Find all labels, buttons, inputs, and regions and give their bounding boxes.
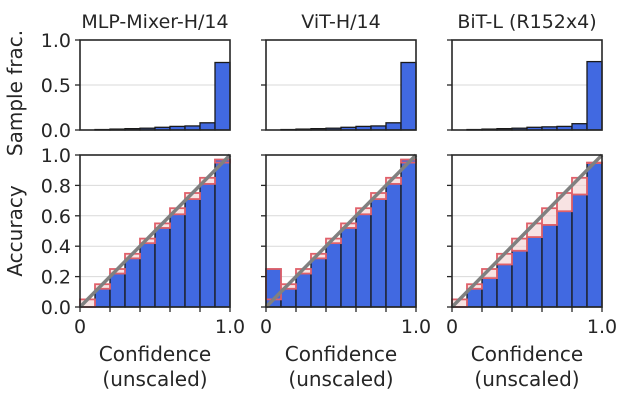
x-tick-label: 1.0 (401, 316, 431, 338)
accuracy-bar (496, 263, 513, 308)
accuracy-bar (124, 257, 141, 308)
y-tick-label: 0.0 (41, 297, 71, 319)
sample-frac-bar (199, 122, 216, 131)
panel-title: ViT-H/14 (301, 11, 380, 33)
sample-frac-panel (261, 39, 417, 131)
x-axis-label: Confidence (99, 342, 211, 366)
sample-frac-panel: 0.0 0.5 1.0 (41, 30, 231, 142)
accuracy-bar (139, 242, 156, 308)
y-tick-label: 0.5 (41, 75, 71, 97)
accuracy-bar (511, 250, 528, 308)
x-tick-label: 0 (74, 316, 86, 338)
y-axis-label-bottom: Accuracy (3, 185, 27, 276)
y-axis-label-top: Sample frac. (3, 30, 27, 156)
y-tick-label: 1.0 (41, 30, 71, 52)
x-axis-label: Confidence (285, 342, 397, 366)
accuracy-bar (370, 198, 387, 308)
sample-frac-bar (586, 60, 603, 131)
accuracy-panel: 0 1.0 (446, 153, 617, 338)
calibration-gap (571, 176, 588, 196)
calibration-gap (556, 192, 573, 213)
x-tick-label: 0 (260, 316, 272, 338)
sample-frac-bar (400, 61, 417, 131)
x-axis-label: Confidence (471, 342, 583, 366)
accuracy-bar (325, 242, 342, 308)
y-tick-label: 0.6 (41, 206, 71, 228)
accuracy-bar (214, 158, 231, 308)
y-tick-label: 0.2 (41, 267, 71, 289)
y-tick-label: 0.4 (41, 236, 71, 258)
accuracy-bar (385, 183, 402, 308)
accuracy-bar (109, 272, 126, 308)
perfect-calibration-line (264, 153, 418, 309)
panel-title: MLP-Mixer-H/14 (81, 11, 228, 33)
accuracy-bar (184, 198, 201, 308)
accuracy-bar (295, 272, 312, 308)
perfect-calibration-line (78, 153, 232, 309)
accuracy-bar (571, 193, 588, 308)
x-tick-label: 0 (446, 316, 458, 338)
sample-frac-bar (571, 123, 588, 131)
sample-frac-bar (214, 61, 231, 131)
accuracy-bar (556, 210, 573, 308)
accuracy-bar (199, 183, 216, 308)
accuracy-bar (340, 227, 357, 308)
accuracy-bar (169, 213, 186, 308)
accuracy-panel: 0 1.0 (260, 153, 431, 338)
x-axis-label-sub: (unscaled) (288, 367, 393, 391)
panel-title: BiT-L (R152x4) (457, 11, 596, 33)
perfect-calibration-line (450, 153, 604, 309)
accuracy-bar (154, 227, 171, 308)
calibration-gap (541, 207, 558, 226)
sample-frac-bar (385, 122, 402, 131)
accuracy-bar (400, 158, 417, 308)
x-tick-label: 1.0 (215, 316, 245, 338)
axes-frame (79, 154, 231, 308)
accuracy-bar (481, 277, 498, 308)
axes-frame (265, 154, 417, 308)
x-axis-label-sub: (unscaled) (474, 367, 579, 391)
accuracy-bar (526, 236, 543, 308)
accuracy-bar (586, 161, 603, 308)
sample-frac-panel (447, 39, 603, 131)
axes-frame (451, 154, 603, 308)
accuracy-panel: 0.0 0.2 0.4 0.6 0.8 1.0 0 1.0 (41, 145, 245, 338)
y-tick-label: 0.8 (41, 175, 71, 197)
y-tick-label: 0.0 (41, 120, 71, 142)
accuracy-bar (541, 224, 558, 308)
x-tick-label: 1.0 (587, 316, 617, 338)
x-axis-label-sub: (unscaled) (102, 367, 207, 391)
y-tick-label: 1.0 (41, 145, 71, 167)
accuracy-bar (310, 257, 327, 308)
accuracy-bar (355, 213, 372, 308)
